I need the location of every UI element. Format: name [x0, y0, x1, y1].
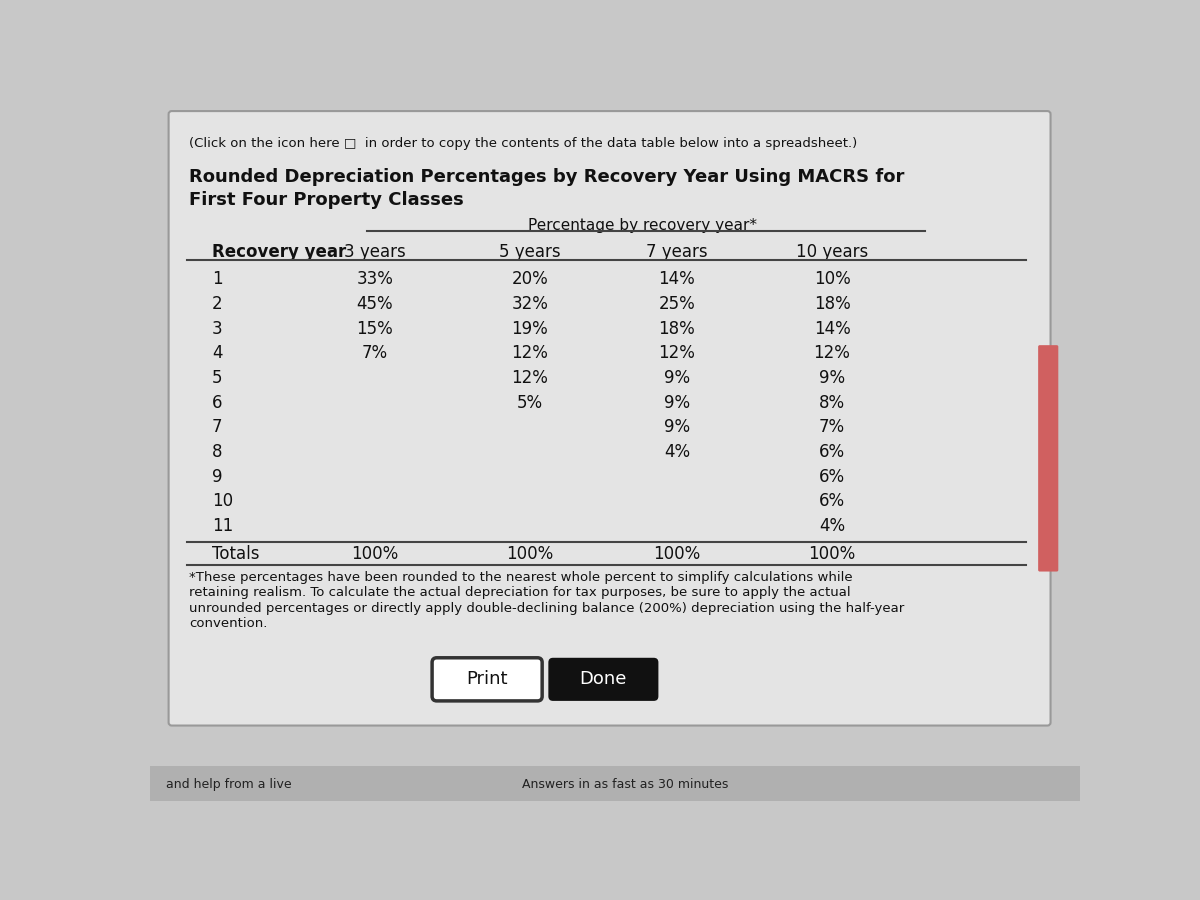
- Text: 14%: 14%: [659, 271, 695, 289]
- Text: 10: 10: [212, 492, 233, 510]
- Text: and help from a live: and help from a live: [166, 778, 292, 790]
- Text: 4: 4: [212, 345, 222, 363]
- Text: 33%: 33%: [356, 271, 394, 289]
- Text: Percentage by recovery year*: Percentage by recovery year*: [528, 218, 757, 233]
- Text: 6%: 6%: [818, 468, 845, 486]
- Text: 1: 1: [212, 271, 223, 289]
- Text: 6%: 6%: [818, 443, 845, 461]
- Text: 18%: 18%: [814, 295, 851, 313]
- Text: 12%: 12%: [659, 345, 696, 363]
- Text: 20%: 20%: [511, 271, 548, 289]
- Text: 19%: 19%: [511, 320, 548, 338]
- Bar: [150, 767, 1080, 801]
- Text: Print: Print: [467, 670, 508, 688]
- Text: 7: 7: [212, 418, 222, 436]
- Text: 9%: 9%: [664, 369, 690, 387]
- Text: 12%: 12%: [814, 345, 851, 363]
- Text: 5 years: 5 years: [499, 243, 560, 261]
- Text: 5%: 5%: [517, 393, 542, 411]
- Text: retaining realism. To calculate the actual depreciation for tax purposes, be sur: retaining realism. To calculate the actu…: [188, 586, 851, 599]
- Text: 100%: 100%: [653, 544, 701, 562]
- Text: 45%: 45%: [356, 295, 394, 313]
- FancyBboxPatch shape: [548, 658, 659, 701]
- Text: 100%: 100%: [352, 544, 398, 562]
- Text: Rounded Depreciation Percentages by Recovery Year Using MACRS for: Rounded Depreciation Percentages by Reco…: [188, 168, 904, 186]
- Text: convention.: convention.: [188, 617, 268, 630]
- Text: Done: Done: [580, 670, 628, 688]
- Text: First Four Property Classes: First Four Property Classes: [188, 191, 463, 209]
- Text: 8: 8: [212, 443, 222, 461]
- Text: 2: 2: [212, 295, 223, 313]
- Text: Totals: Totals: [212, 544, 259, 562]
- Text: 10%: 10%: [814, 271, 851, 289]
- Text: 3 years: 3 years: [344, 243, 406, 261]
- Text: 14%: 14%: [814, 320, 851, 338]
- Text: 9%: 9%: [664, 418, 690, 436]
- FancyBboxPatch shape: [1038, 346, 1058, 572]
- Text: 6%: 6%: [818, 492, 845, 510]
- Text: (Click on the icon here □  in order to copy the contents of the data table below: (Click on the icon here □ in order to co…: [188, 138, 857, 150]
- Text: 100%: 100%: [506, 544, 553, 562]
- Text: 11: 11: [212, 517, 233, 535]
- Text: 32%: 32%: [511, 295, 548, 313]
- Text: 12%: 12%: [511, 345, 548, 363]
- Text: 7%: 7%: [361, 345, 388, 363]
- Text: 18%: 18%: [659, 320, 695, 338]
- Text: 6: 6: [212, 393, 222, 411]
- Text: 100%: 100%: [809, 544, 856, 562]
- Text: 12%: 12%: [511, 369, 548, 387]
- Text: 9%: 9%: [818, 369, 845, 387]
- Text: Answers in as fast as 30 minutes: Answers in as fast as 30 minutes: [522, 778, 728, 790]
- Text: 15%: 15%: [356, 320, 394, 338]
- Text: unrounded percentages or directly apply double-declining balance (200%) deprecia: unrounded percentages or directly apply …: [188, 601, 904, 615]
- Text: 8%: 8%: [818, 393, 845, 411]
- Text: Recovery year: Recovery year: [212, 243, 347, 261]
- Text: 5: 5: [212, 369, 222, 387]
- Text: 25%: 25%: [659, 295, 695, 313]
- Text: 4%: 4%: [818, 517, 845, 535]
- FancyBboxPatch shape: [168, 111, 1050, 725]
- Text: 9%: 9%: [664, 393, 690, 411]
- FancyBboxPatch shape: [432, 658, 542, 701]
- Text: 7 years: 7 years: [646, 243, 708, 261]
- Text: 10 years: 10 years: [796, 243, 868, 261]
- Text: 4%: 4%: [664, 443, 690, 461]
- Text: 3: 3: [212, 320, 223, 338]
- Text: 7%: 7%: [818, 418, 845, 436]
- Text: *These percentages have been rounded to the nearest whole percent to simplify ca: *These percentages have been rounded to …: [188, 571, 852, 584]
- Text: 9: 9: [212, 468, 222, 486]
